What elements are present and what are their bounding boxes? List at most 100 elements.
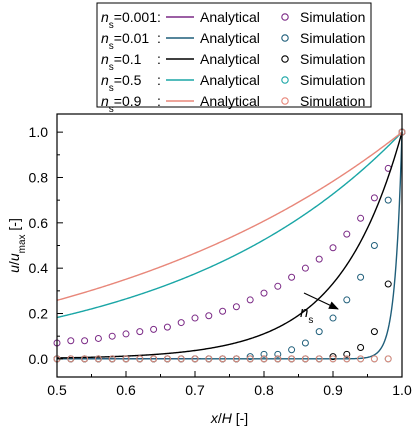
simulation-point-0.9 bbox=[191, 355, 199, 363]
legend-analytical-label: Analytical bbox=[200, 51, 260, 67]
legend-analytical-label: Analytical bbox=[200, 9, 260, 25]
simulation-point-0.01 bbox=[301, 339, 309, 347]
x-tick-label: 0.8 bbox=[254, 382, 274, 398]
simulation-point-0.01 bbox=[246, 353, 254, 361]
simulation-point-0.001 bbox=[357, 214, 365, 222]
simulation-point-0.001 bbox=[288, 273, 296, 281]
simulation-point-0.1 bbox=[384, 280, 392, 288]
series-0.001 bbox=[53, 128, 406, 360]
simulation-point-0.9 bbox=[219, 355, 227, 363]
annotation: ns bbox=[300, 292, 339, 326]
simulation-point-0.9 bbox=[343, 355, 351, 363]
simulation-point-0.01 bbox=[329, 314, 337, 322]
legend-marker-swatch bbox=[281, 97, 289, 105]
series-0.01 bbox=[53, 128, 406, 363]
legend: ns=0.001: Analytical Simulation ns=0.01: Ana… bbox=[96, 2, 372, 115]
legend-marker-swatch bbox=[281, 34, 289, 42]
simulation-point-0.01 bbox=[315, 328, 323, 336]
simulation-point-0.001 bbox=[274, 282, 282, 290]
simulation-point-0.01 bbox=[357, 273, 365, 281]
legend-n-label: ns=0.01 bbox=[101, 30, 149, 52]
plot-area bbox=[53, 128, 406, 363]
simulation-point-0.9 bbox=[370, 355, 378, 363]
simulation-point-0.01 bbox=[274, 350, 282, 358]
simulation-point-0.001 bbox=[315, 255, 323, 263]
simulation-point-0.001 bbox=[260, 289, 268, 297]
legend-n-label: ns=0.9 bbox=[101, 93, 142, 115]
simulation-point-0.01 bbox=[384, 196, 392, 204]
simulation-point-0.9 bbox=[246, 355, 254, 363]
simulation-point-0.01 bbox=[370, 242, 378, 249]
simulation-point-0.9 bbox=[150, 355, 158, 363]
legend-analytical-label: Analytical bbox=[200, 30, 260, 46]
y-axis-label: u/umax [-] bbox=[6, 218, 28, 273]
series-0.5 bbox=[53, 128, 406, 363]
analytical-line-0.1 bbox=[56, 131, 403, 359]
x-tick-label: 1.0 bbox=[392, 382, 412, 398]
simulation-point-0.001 bbox=[136, 328, 144, 336]
series-0.9 bbox=[53, 128, 406, 363]
simulation-point-0.01 bbox=[343, 296, 351, 304]
legend-analytical-label: Analytical bbox=[200, 72, 260, 88]
simulation-point-0.001 bbox=[163, 323, 171, 331]
simulation-point-0.9 bbox=[232, 355, 240, 363]
y-tick-label: 0.4 bbox=[29, 260, 49, 276]
arrow-icon bbox=[303, 292, 339, 310]
y-tick-label: 0.6 bbox=[29, 215, 49, 231]
annotation-label: ns bbox=[300, 304, 313, 326]
simulation-point-0.001 bbox=[67, 337, 75, 345]
legend-simulation-label: Simulation bbox=[300, 30, 365, 46]
simulation-point-0.1 bbox=[343, 350, 351, 358]
y-tick-label: 1.0 bbox=[29, 124, 49, 140]
simulation-point-0.9 bbox=[315, 355, 323, 363]
simulation-point-0.9 bbox=[67, 355, 75, 363]
analytical-line-0.5 bbox=[56, 131, 403, 319]
legend-row-0.1: ns=0.1: Analytical Simulation bbox=[101, 51, 365, 73]
simulation-point-0.001 bbox=[81, 337, 89, 345]
legend-simulation-label: Simulation bbox=[300, 51, 365, 67]
simulation-point-0.001 bbox=[205, 312, 213, 320]
legend-colon: : bbox=[157, 93, 161, 109]
y-tick-label: 0.0 bbox=[29, 351, 49, 367]
legend-n-label: ns=0.1 bbox=[101, 51, 142, 73]
legend-marker-swatch bbox=[281, 13, 289, 21]
plot-frame bbox=[56, 113, 403, 378]
simulation-point-0.9 bbox=[163, 355, 171, 363]
simulation-point-0.9 bbox=[301, 355, 309, 363]
simulation-point-0.9 bbox=[81, 355, 89, 363]
simulation-point-0.1 bbox=[357, 344, 365, 352]
simulation-point-0.9 bbox=[108, 355, 116, 363]
simulation-point-0.9 bbox=[205, 355, 213, 363]
simulation-point-0.001 bbox=[329, 244, 337, 252]
simulation-point-0.9 bbox=[274, 355, 282, 363]
simulation-point-0.9 bbox=[177, 355, 185, 363]
x-axis-label: x/H [-] bbox=[210, 410, 248, 426]
legend-row-0.01: ns=0.01: Analytical Simulation bbox=[101, 30, 365, 52]
simulation-point-0.01 bbox=[288, 346, 296, 354]
simulation-point-0.001 bbox=[343, 230, 351, 238]
legend-n-label: ns=0.001 bbox=[101, 9, 157, 31]
simulation-point-0.001 bbox=[246, 296, 254, 304]
legend-row-0.5: ns=0.5: Analytical Simulation bbox=[101, 72, 365, 94]
legend-colon: : bbox=[157, 51, 161, 67]
legend-marker-swatch bbox=[281, 76, 289, 84]
legend-colon: : bbox=[157, 30, 161, 46]
legend-colon: : bbox=[157, 9, 161, 25]
simulation-point-0.9 bbox=[329, 355, 337, 363]
series-0.1 bbox=[53, 128, 406, 363]
legend-simulation-label: Simulation bbox=[300, 72, 365, 88]
simulation-point-0.9 bbox=[384, 355, 392, 363]
legend-box bbox=[96, 2, 372, 108]
axes: 0.5 0.6 0.7 0.8 0.9 1.0 0.0 0.2 0.4 0.6 0.8 1.0 x/H … bbox=[6, 113, 412, 426]
x-tick-label: 0.9 bbox=[323, 382, 343, 398]
simulation-point-0.001 bbox=[150, 325, 158, 333]
x-tick-label: 0.5 bbox=[47, 382, 67, 398]
x-tick-label: 0.6 bbox=[116, 382, 136, 398]
legend-simulation-label: Simulation bbox=[300, 93, 365, 109]
y-tick-label: 0.2 bbox=[29, 306, 49, 322]
analytical-line-0.01 bbox=[57, 132, 403, 360]
simulation-point-0.9 bbox=[288, 355, 296, 363]
simulation-point-0.001 bbox=[108, 332, 116, 340]
x-tick-label: 0.7 bbox=[185, 382, 205, 398]
simulation-point-0.001 bbox=[177, 319, 185, 327]
